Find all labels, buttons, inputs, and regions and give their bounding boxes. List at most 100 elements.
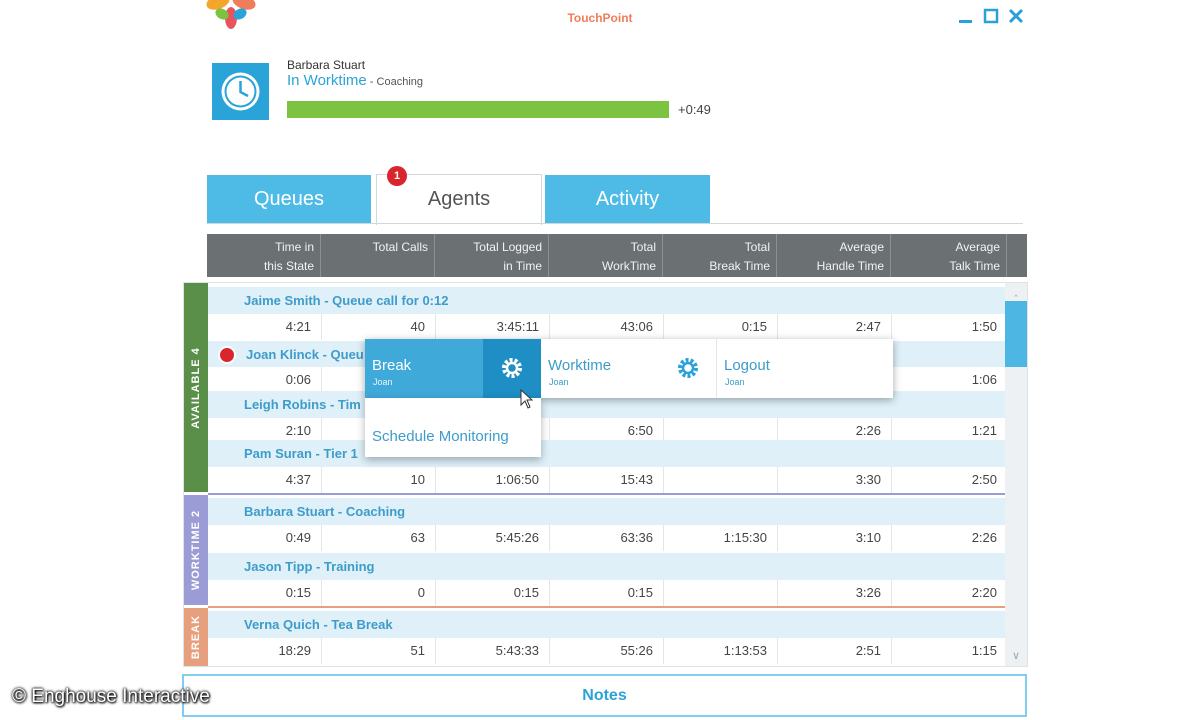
group-separator — [208, 492, 1005, 495]
minimize-button[interactable] — [958, 6, 974, 29]
table-row[interactable]: 2:10 6:50 2:26 1:21 — [208, 418, 1008, 444]
maximize-button[interactable] — [983, 6, 999, 29]
table-cell: 2:47 — [778, 314, 892, 340]
minimize-icon — [959, 20, 972, 23]
column-header[interactable]: Time in this State — [207, 234, 321, 277]
touchpoint-logo — [206, 0, 256, 29]
mouse-cursor-icon — [520, 389, 534, 409]
table-row[interactable]: 18:29 51 5:43:33 55:26 1:13:53 2:51 1:15 — [208, 638, 1008, 664]
clock-status-tile — [212, 63, 269, 120]
table-cell: 2:26 — [892, 525, 1008, 551]
table-row[interactable]: 4:37 10 1:06:50 15:43 3:30 2:50 — [208, 467, 1008, 493]
table-cell: 2:20 — [892, 580, 1008, 606]
table-cell: 0:15 — [208, 580, 322, 606]
table-cell: 5:45:26 — [436, 525, 550, 551]
table-cell: 2:50 — [892, 467, 1008, 493]
table-cell — [664, 418, 778, 444]
progress-fill — [287, 101, 669, 118]
table-scrollbar[interactable]: ‸ ∨ — [1005, 283, 1027, 666]
table-cell: 0:15 — [664, 314, 778, 340]
table-header: Time in this State Total Calls Total Logged… — [207, 234, 1027, 277]
column-header[interactable]: Total Logged in Time — [435, 234, 549, 277]
notes-button[interactable]: Notes — [182, 674, 1027, 717]
agent-row-header[interactable]: Barbara Stuart - Coaching — [208, 498, 1005, 525]
agent-row-header[interactable]: Jason Tipp - Training — [208, 553, 1005, 580]
table-cell: 2:51 — [778, 638, 892, 664]
table-cell: 2:10 — [208, 418, 322, 444]
gear-icon[interactable] — [677, 357, 699, 379]
table-cell: 0:49 — [208, 525, 322, 551]
agents-table: AVAILABLE 4 WORKTIME 2 BREAK Jaime Smith - … — [183, 282, 1028, 667]
agent-row-header[interactable]: Jaime Smith - Queue call for 0:12 — [208, 287, 1005, 314]
gear-icon — [502, 358, 522, 378]
state-elapsed-time: +0:49 — [678, 102, 711, 117]
column-header-line: Total — [630, 240, 656, 254]
menu-item-break[interactable]: Break Joan — [365, 339, 483, 398]
table-row[interactable]: 4:21 40 3:45:11 43:06 0:15 2:47 1:50 — [208, 314, 1008, 340]
agent-row-name: Pam Suran - Tier 1 — [244, 446, 358, 461]
agent-row-name: Leigh Robins - Tim — [244, 397, 361, 412]
table-cell: 63 — [322, 525, 436, 551]
agent-row-name: Jason Tipp - Training — [244, 559, 375, 574]
table-cell: 5:43:33 — [436, 638, 550, 664]
menu-item-logout[interactable]: Logout Joan — [716, 339, 894, 398]
alert-icon — [218, 346, 236, 364]
group-band[interactable]: AVAILABLE 4 — [184, 283, 208, 492]
table-cell: 3:26 — [778, 580, 892, 606]
table-cell: 4:37 — [208, 467, 322, 493]
table-cell: 1:06 — [892, 367, 1008, 393]
table-cell — [436, 418, 550, 444]
agent-row-name: Barbara Stuart - Coaching — [244, 504, 406, 519]
scrollbar-thumb[interactable] — [1005, 301, 1027, 367]
menu-item-schedule-monitoring[interactable]: Schedule Monitoring — [365, 398, 541, 457]
table-cell: 1:15:30 — [664, 525, 778, 551]
menu-item-worktime[interactable]: Worktime Joan — [541, 339, 716, 398]
menu-item-break-label: Break — [372, 357, 412, 374]
group-separator — [208, 605, 1005, 608]
tab-activity[interactable]: Activity — [545, 175, 710, 223]
column-header-line: Average — [955, 240, 1000, 254]
group-band[interactable]: BREAK — [184, 608, 208, 666]
column-header-line: in Time — [503, 259, 542, 273]
column-header[interactable]: Total WorkTime — [549, 234, 663, 277]
column-header-line: WorkTime — [602, 259, 656, 273]
agent-context-menu: Break Joan Worktime Joan Logout Joan — [365, 339, 893, 398]
agent-row-header[interactable]: Verna Quich - Tea Break — [208, 611, 1005, 638]
table-cell: 18:29 — [208, 638, 322, 664]
tab-queues[interactable]: Queues — [207, 175, 371, 223]
table-cell — [664, 580, 778, 606]
agent-row-header[interactable]: Pam Suran - Tier 1 — [208, 440, 1005, 467]
table-cell: 2:26 — [778, 418, 892, 444]
table-cell: 51 — [322, 638, 436, 664]
table-cell: 1:15 — [892, 638, 1008, 664]
column-header-line: Total — [744, 240, 770, 254]
table-cell: 6:50 — [550, 418, 664, 444]
menu-item-worktime-agent: Joan — [549, 377, 569, 387]
tab-divider — [207, 223, 1023, 224]
scroll-down-arrow-icon[interactable]: ∨ — [1011, 650, 1021, 662]
table-row[interactable]: 0:49 63 5:45:26 63:36 1:15:30 3:10 2:26 — [208, 525, 1008, 551]
menu-item-worktime-label: Worktime — [548, 357, 612, 374]
column-header[interactable]: Average Handle Time — [777, 234, 891, 277]
table-cell: 55:26 — [550, 638, 664, 664]
scroll-up-arrow-icon[interactable]: ‸ — [1014, 285, 1018, 297]
column-header[interactable]: Total Calls — [321, 234, 435, 277]
group-band[interactable]: WORKTIME 2 — [184, 495, 208, 605]
column-header[interactable]: Total Break Time — [663, 234, 777, 277]
state-detail: - Coaching — [366, 76, 424, 88]
column-header-line: Break Time — [709, 259, 770, 273]
column-header-line: Total Logged — [473, 240, 542, 254]
agent-name: Barbara Stuart — [287, 58, 366, 72]
column-header-line: Time in — [275, 240, 314, 254]
table-cell: 1:06:50 — [436, 467, 550, 493]
table-row[interactable]: 0:15 0 0:15 0:15 3:26 2:20 — [208, 580, 1008, 606]
table-cell: 1:13:53 — [664, 638, 778, 664]
close-button[interactable] — [1008, 6, 1024, 29]
column-header[interactable]: Average Talk Time — [891, 234, 1007, 277]
agent-row-name: Joan Klinck - Queu — [246, 347, 364, 362]
menu-break-options-button[interactable] — [483, 339, 541, 398]
app-title: TouchPoint — [567, 11, 633, 25]
maximize-icon — [983, 8, 999, 24]
table-cell — [664, 467, 778, 493]
table-cell: 0:15 — [550, 580, 664, 606]
